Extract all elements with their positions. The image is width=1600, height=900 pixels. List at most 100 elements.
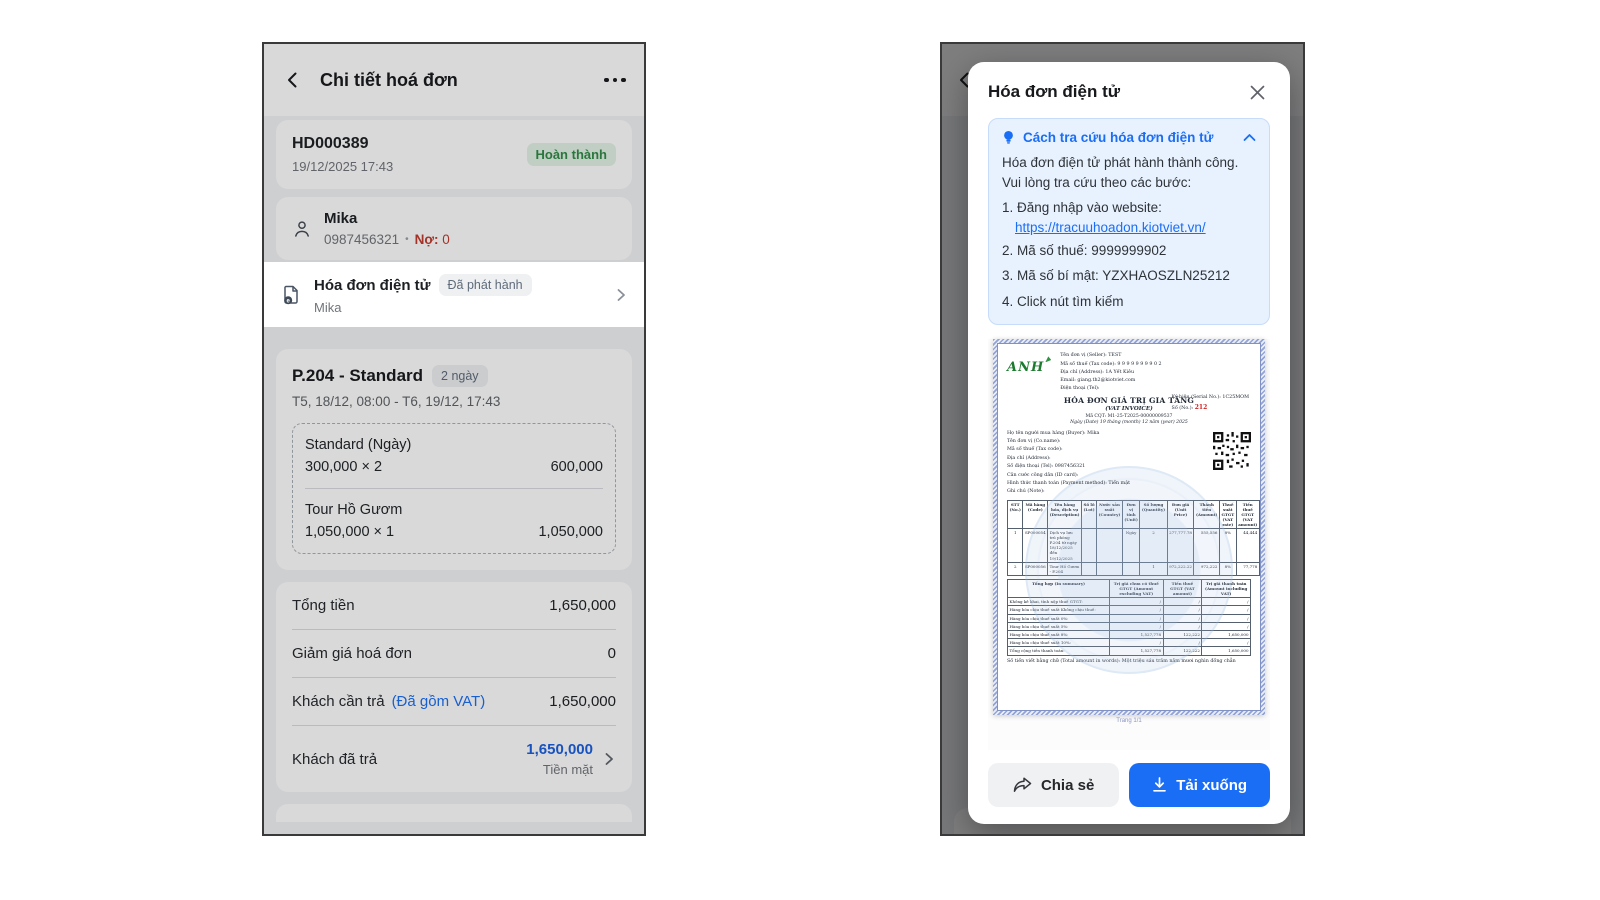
svg-text:e: e — [287, 298, 291, 304]
total-value: 1,650,000 — [549, 597, 616, 614]
share-button[interactable]: Chia sẻ — [988, 763, 1120, 807]
due-row: Khách cần trả (Đã gồm VAT) 1,650,000 — [292, 677, 616, 725]
seller-logo: ANH — [1007, 356, 1052, 375]
room-card: P.204 - Standard 2 ngày T5, 18/12, 08:00… — [276, 349, 632, 570]
items-header-cell: Nước sản xuất (Country) — [1096, 499, 1123, 529]
summary-row: Tổng cộng tiền thanh toán: 1,527,778 122… — [1006, 646, 1251, 656]
invoice-no-value: 212 — [1194, 403, 1208, 411]
total-row: Tổng tiền 1,650,000 — [292, 582, 616, 629]
page-indicator: Trang 1/1 — [1116, 718, 1142, 725]
einvoice-modal: Hóa đơn điện tử Cách tra cứu hóa đơn điệ… — [968, 62, 1290, 824]
invoice-code: HD000389 — [292, 135, 369, 152]
dim-overlay — [264, 44, 644, 834]
lookup-link[interactable]: https://tracuuhoadon.kiotviet.vn/ — [1015, 219, 1206, 235]
paid-row[interactable]: Khách đã trả 1,650,000 Tiền mặt — [292, 725, 616, 792]
buyer-line: Ghi chú (Note): — [1007, 489, 1045, 495]
buyer-info: Họ tên người mua hàng (Buyer): Mika Tên đ… — [1007, 430, 1251, 497]
guide-header[interactable]: Cách tra cứu hóa đơn điện tử — [1002, 130, 1256, 145]
invoice-doc-title: HÓA ĐƠN GIÁ TRỊ GIA TĂNG — [1063, 396, 1195, 406]
leaf-icon — [1045, 356, 1052, 363]
customer-name: Mika — [324, 210, 358, 227]
back-button[interactable] — [280, 67, 306, 93]
download-label: Tải xuống — [1176, 776, 1248, 794]
summary-row: Hàng hóa chịu thuế suất 8%: 1,527,778 12… — [1006, 629, 1251, 640]
einvoice-modal-screen: Hóa đơn điện tử Cách tra cứu hóa đơn điệ… — [940, 42, 1305, 836]
paid-method: Tiền mặt — [542, 762, 593, 777]
vat-included-note[interactable]: (Đã gồm VAT) — [391, 693, 486, 710]
discount-row: Giảm giá hoá đơn 0 — [292, 629, 616, 677]
chevron-up-icon — [1243, 134, 1256, 141]
invoice-no-label: Số (No.): — [1171, 405, 1194, 411]
item-calc: 300,000 × 2 — [305, 459, 383, 475]
more-button[interactable] — [602, 67, 628, 93]
totals-card: Tổng tiền 1,650,000 Giảm giá hoá đơn 0 K… — [276, 582, 632, 792]
invoice-summary-card: HD000389 19/12/2025 17:43 Hoàn thành — [276, 120, 632, 189]
summary-header-cell: Trị giá chưa có thuế GTGT (Amount exclud… — [1109, 579, 1164, 599]
items-header-cell: Mã hàng (Code) — [1022, 499, 1049, 529]
invoice-paper-frame: ANH Tên đơn vị (Seller): TEST Mã số thuế … — [993, 339, 1265, 716]
ellipsis-icon — [604, 77, 626, 83]
due-value: 1,650,000 — [549, 693, 616, 710]
einvoice-row[interactable]: e Hóa đơn điện tử Đã phát hành Mika — [264, 262, 644, 327]
einvoice-subtitle: Mika — [314, 300, 342, 315]
debt-value: 0 — [442, 232, 450, 247]
qr-code — [1213, 431, 1251, 470]
invoice-paper: ANH Tên đơn vị (Seller): TEST Mã số thuế … — [997, 343, 1261, 712]
chevron-left-icon — [288, 72, 297, 88]
lookup-guide-box: Cách tra cứu hóa đơn điện tử Hóa đơn điệ… — [988, 118, 1270, 326]
items-header-cell: Đơn vị tính (Unit) — [1121, 499, 1141, 529]
item-calc: 1,050,000 × 1 — [305, 524, 395, 540]
room-title: P.204 - Standard — [292, 366, 424, 385]
buyer-line: Họ tên người mua hàng (Buyer): Mika — [1007, 430, 1100, 436]
invoice-summary-table: Tổng hợp (In summary)Trị giá chưa có thu… — [1006, 579, 1251, 656]
seller-line: Mã số thuế (Tax code): 9 9 9 9 9 9 9 9 0… — [1060, 361, 1162, 367]
buyer-line: Căn cước công dân (ID card): — [1007, 472, 1079, 478]
paid-label: Khách đã trả — [292, 750, 378, 768]
invoice-serial-block: Ký hiệu (Serial No.): 1C25MOM Số (No.): … — [1172, 394, 1249, 413]
room-items-box: Standard (Ngày) 300,000 × 2 600,000 Tour… — [292, 423, 616, 554]
items-header-cell: Tiền thuế GTGT (VAT amount) — [1235, 499, 1260, 529]
debt-label: Nợ: — [414, 232, 439, 247]
discount-label: Giảm giá hoá đơn — [292, 645, 412, 662]
einvoice-title: Hóa đơn điện tử — [314, 276, 431, 294]
page-title: Chi tiết hoá đơn — [320, 69, 458, 90]
modal-title: Hóa đơn điện tử — [988, 82, 1121, 101]
duration-badge: 2 ngày — [432, 365, 488, 387]
item-name: Standard (Ngày) — [305, 437, 412, 453]
invoice-detail-screen: Chi tiết hoá đơn HD000389 19/12/2025 17:… — [262, 42, 646, 836]
download-button[interactable]: Tải xuống — [1129, 763, 1270, 807]
person-icon — [295, 220, 309, 237]
share-icon — [1013, 777, 1032, 792]
download-icon — [1153, 777, 1167, 792]
guide-step-3: 3. Mã số bí mật: YZXHAOSZLN25212 — [1002, 268, 1230, 284]
seller-info: Tên đơn vị (Seller): TEST Mã số thuế (Tax… — [1060, 352, 1161, 393]
invoice-detail-content: Chi tiết hoá đơn HD000389 19/12/2025 17:… — [264, 44, 644, 834]
separator-dot: • — [405, 234, 409, 245]
seller-line: Email: giang.th2@kiotviet.com — [1060, 377, 1136, 383]
items-row: 2SP000056 Tour Hồ Gươm - P.204 1 972,222… — [1006, 561, 1260, 577]
invoice-date-line: Ngày (Date) 19 tháng (month) 12 năm (yea… — [1070, 419, 1188, 425]
customer-phone: 0987456321 — [324, 232, 400, 247]
invoice-items-table: STT (No.)Mã hàng (Code)Tên hàng hóa, dịc… — [1006, 499, 1260, 577]
emblem-watermark — [1025, 466, 1233, 675]
buyer-line: Tên đơn vị (Co.name): — [1007, 438, 1061, 444]
item-amount: 1,050,000 — [538, 524, 603, 540]
chevron-right-icon — [605, 753, 613, 765]
buyer-line: Địa chỉ (Address): — [1007, 455, 1051, 461]
amount-in-words: Số tiền viết bằng chữ (Total amount in w… — [1007, 658, 1236, 664]
guide-title: Cách tra cứu hóa đơn điện tử — [1023, 130, 1214, 145]
invoice-preview[interactable]: ANH Tên đơn vị (Seller): TEST Mã số thuế … — [988, 339, 1270, 750]
due-label: Khách cần trả — [292, 693, 385, 710]
seller-line: Điện thoại (Tel): — [1060, 385, 1100, 391]
discount-value: 0 — [607, 645, 616, 662]
item-amount: 600,000 — [550, 459, 603, 475]
guide-step-4: 4. Click nút tìm kiếm — [1002, 293, 1124, 309]
guide-intro: Hóa đơn điện tử phát hành thành công. Vu… — [1002, 155, 1239, 190]
close-button[interactable] — [1244, 79, 1270, 105]
invoice-doc-subtitle: (VAT INVOICE) — [1105, 406, 1153, 413]
room-period: T5, 18/12, 08:00 - T6, 19/12, 17:43 — [292, 394, 501, 409]
item-name: Tour Hồ Gươm — [305, 502, 403, 518]
share-label: Chia sẻ — [1040, 776, 1095, 794]
total-label: Tổng tiền — [292, 597, 355, 614]
buyer-line: Mã số thuế (Tax code): — [1007, 447, 1063, 453]
